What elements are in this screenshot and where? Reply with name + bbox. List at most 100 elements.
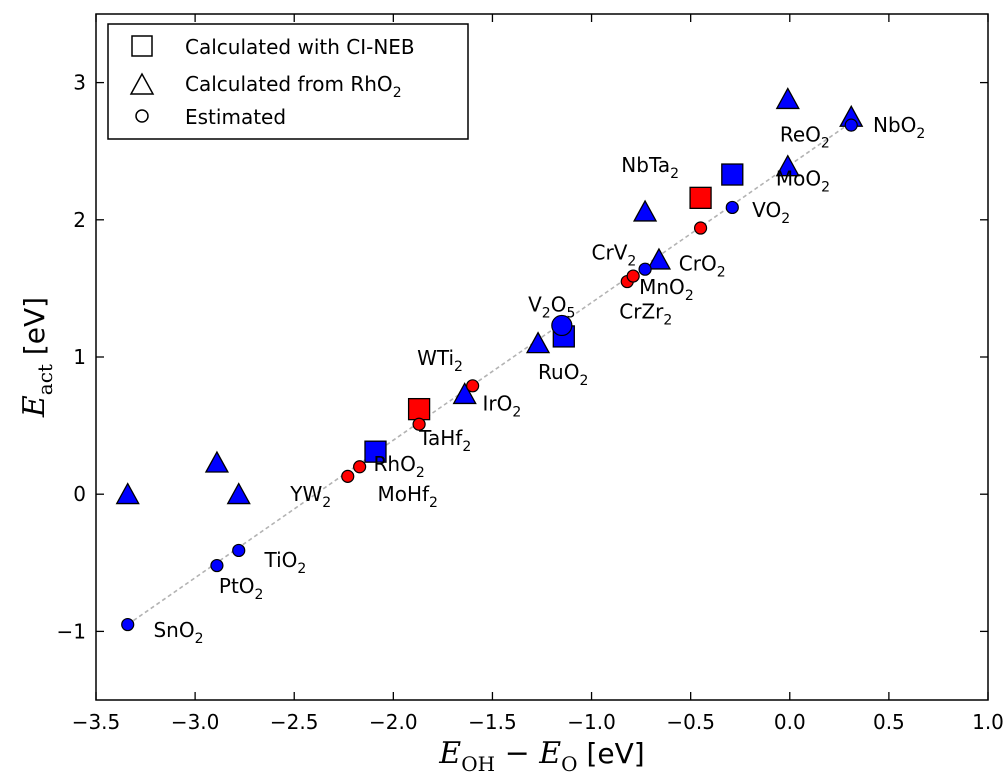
point-label-sub-10: 2 bbox=[542, 306, 551, 322]
point-label-8: WTi2 bbox=[417, 346, 463, 375]
point-label-6: TaHf2 bbox=[418, 426, 471, 455]
point-label-7: IrO2 bbox=[483, 392, 522, 421]
point-label-5: RhO2 bbox=[374, 452, 425, 481]
y-tick-label-3: 2 bbox=[73, 208, 86, 232]
point-label-name-3: YW bbox=[289, 482, 322, 506]
y-axis-ticks: −1 0 1 2 3 bbox=[57, 71, 988, 643]
circle-marker-3 bbox=[341, 469, 355, 483]
x-title-sub2: O bbox=[561, 752, 577, 772]
point-label-4: MoHf2 bbox=[377, 482, 438, 511]
legend-item-triangle-text: Calculated from RhO bbox=[185, 72, 393, 96]
x-tick-label-9: 1.0 bbox=[972, 710, 1003, 734]
point-label-1: PtO2 bbox=[219, 574, 264, 603]
point-label-sub-0: 2 bbox=[195, 631, 204, 647]
circle-marker-4 bbox=[353, 460, 367, 474]
x-tick-label-2: −2.5 bbox=[270, 710, 319, 734]
legend-item-triangle-sub: 2 bbox=[393, 85, 402, 101]
y-title-sub: act bbox=[33, 364, 57, 395]
circle-marker-7 bbox=[551, 314, 573, 337]
square-marker-3 bbox=[689, 186, 712, 209]
y-tick-label-2: 1 bbox=[73, 345, 86, 369]
point-label-19: NbO2 bbox=[873, 113, 925, 142]
circle-marker-12 bbox=[725, 200, 739, 215]
point-label-sub-12: 2 bbox=[685, 288, 694, 304]
point-label-sub-15: 2 bbox=[781, 211, 790, 227]
point-label-sub-9: 2 bbox=[579, 373, 588, 389]
triangle-marker-2 bbox=[226, 482, 251, 505]
point-label-name-19: NbO bbox=[873, 113, 916, 137]
circle-marker-1 bbox=[210, 558, 224, 573]
point-label-name-18: ReO bbox=[780, 123, 821, 147]
point-label-sub-5: 2 bbox=[416, 465, 425, 481]
point-label-name-6: TaHf bbox=[418, 426, 463, 450]
x-tick-label-6: −0.5 bbox=[666, 710, 715, 734]
circle-marker-5 bbox=[412, 417, 426, 431]
x-tick-label-5: −1.0 bbox=[567, 710, 616, 734]
point-label-name-13: CrO bbox=[679, 252, 717, 276]
x-tick-label-3: −2.0 bbox=[369, 710, 418, 734]
circle-marker-9 bbox=[626, 269, 640, 283]
point-label-name-2: TiO bbox=[263, 548, 297, 572]
x-axis-title: EOH − EO [eV] bbox=[438, 736, 644, 772]
point-label-post-10: O bbox=[551, 293, 567, 317]
point-label-3: YW2 bbox=[289, 482, 331, 511]
x-tick-label-4: −1.5 bbox=[468, 710, 517, 734]
point-label-16: MoO2 bbox=[776, 167, 830, 196]
y-title-unit: [eV] bbox=[18, 297, 51, 364]
legend-box bbox=[107, 23, 469, 140]
square-marker-4 bbox=[721, 163, 744, 186]
point-label-14: CrV2 bbox=[592, 241, 637, 270]
point-label-11: CrZr2 bbox=[619, 300, 672, 329]
point-label-name-7: IrO bbox=[483, 392, 513, 416]
square-marker-0 bbox=[364, 440, 387, 463]
point-label-15: VO2 bbox=[752, 198, 790, 227]
point-label-name-9: RuO bbox=[538, 360, 579, 384]
point-label-12: MnO2 bbox=[639, 275, 694, 304]
data-marks bbox=[115, 87, 864, 632]
point-label-sub-7: 2 bbox=[512, 405, 521, 421]
point-label-name-15: VO bbox=[752, 198, 781, 222]
legend: Calculated with CI-NEB Calculated from R… bbox=[107, 23, 469, 140]
circle-marker-6 bbox=[466, 379, 480, 393]
point-label-sub-19: 2 bbox=[916, 126, 925, 142]
point-label-0: SnO2 bbox=[153, 618, 203, 647]
point-label-name-12: MnO bbox=[639, 275, 685, 299]
point-label-sub-14: 2 bbox=[627, 254, 636, 270]
point-label-sub-16: 2 bbox=[821, 180, 830, 196]
x-tick-label-1: −3.0 bbox=[171, 710, 220, 734]
point-label-sub-11: 2 bbox=[663, 313, 672, 329]
triangle-marker-0 bbox=[115, 482, 140, 505]
y-tick-label-4: 3 bbox=[73, 71, 86, 95]
point-label-name-11: CrZr bbox=[619, 300, 664, 324]
point-label-17: NbTa2 bbox=[621, 153, 679, 182]
x-title-e1: E bbox=[438, 736, 461, 771]
point-label-name-16: MoO bbox=[776, 167, 821, 191]
y-axis-title: Eact [eV] bbox=[17, 297, 57, 418]
point-label-name-1: PtO bbox=[219, 574, 255, 598]
point-label-name-8: WTi bbox=[417, 346, 454, 370]
y-tick-label-0: −1 bbox=[57, 619, 86, 643]
circle-marker-0 bbox=[121, 617, 135, 632]
triangle-marker-6 bbox=[646, 247, 672, 270]
x-tick-label-7: 0.0 bbox=[774, 710, 806, 734]
y-tick-label-1: 0 bbox=[73, 482, 86, 506]
point-label-sub-17: 2 bbox=[670, 166, 679, 182]
triangle-marker-4 bbox=[525, 331, 551, 354]
point-label-sub-13: 2 bbox=[717, 265, 726, 281]
triangle-marker-3 bbox=[452, 382, 477, 405]
point-label-2: TiO2 bbox=[263, 548, 306, 577]
x-title-sep: − bbox=[495, 736, 539, 771]
point-label-sub-4: 2 bbox=[429, 495, 438, 511]
point-label-sub2-10: 5 bbox=[566, 306, 575, 322]
point-label-10: V2O5 bbox=[528, 293, 575, 322]
triangle-marker-8 bbox=[775, 154, 800, 177]
triangle-marker-5 bbox=[632, 199, 658, 222]
point-label-sub-1: 2 bbox=[255, 587, 264, 603]
x-title-sub1: OH bbox=[461, 752, 495, 772]
circle-marker-13 bbox=[844, 118, 858, 132]
point-label-name-10: V bbox=[528, 293, 542, 317]
point-label-9: RuO2 bbox=[538, 360, 588, 389]
x-axis-ticks: −3.5 −3.0 −2.5 −2.0 −1.5 −1.0 −0.5 0.0 0.5 1.0 bbox=[72, 14, 1003, 734]
